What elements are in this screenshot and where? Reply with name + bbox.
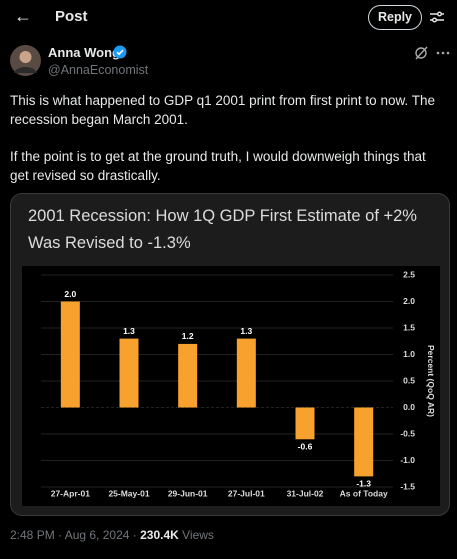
- bar: [354, 407, 374, 477]
- data-label: 2.0: [64, 289, 76, 299]
- bar: [295, 407, 315, 440]
- view-count: 230.4K: [140, 528, 179, 542]
- data-label: 1.3: [123, 326, 135, 336]
- data-label: -0.6: [298, 442, 313, 452]
- x-tick-label: 27-Apr-01: [51, 488, 90, 498]
- author-name[interactable]: Anna Wong: [48, 45, 120, 60]
- header-title: Post: [55, 8, 88, 25]
- body-paragraph: This is what happened to GDP q1 2001 pri…: [10, 93, 435, 127]
- x-tick-label: 27-Jul-01: [228, 488, 265, 498]
- y-tick-label: -0.5: [400, 428, 415, 438]
- verified-badge: [113, 45, 127, 59]
- y-tick-label: 1.5: [403, 322, 415, 332]
- y-axis-label: Percent (QoQ AR): [426, 345, 436, 417]
- x-tick-label: 31-Jul-02: [287, 488, 324, 498]
- y-tick-label: 1.0: [403, 349, 415, 359]
- body-paragraph: If the point is to get at the ground tru…: [10, 149, 426, 183]
- footer: 2:48 PM · Aug 6, 2024 · 230.4K Views: [10, 528, 214, 542]
- data-label: 1.3: [240, 326, 252, 336]
- back-button[interactable]: ←: [14, 6, 32, 26]
- bar: [119, 338, 139, 408]
- views-label: Views: [182, 528, 214, 542]
- data-label: -1.3: [356, 479, 371, 489]
- avatar[interactable]: [10, 45, 41, 76]
- y-tick-label: 2.5: [403, 269, 415, 279]
- x-tick-label: 25-May-01: [108, 488, 149, 498]
- y-tick-label: 0.0: [403, 402, 415, 412]
- author-handle[interactable]: @AnnaEconomist: [48, 63, 149, 77]
- y-tick-label: 0.5: [403, 375, 415, 385]
- data-label: 1.2: [182, 331, 194, 341]
- y-tick-label: 2.0: [403, 296, 415, 306]
- x-tick-label: As of Today: [340, 488, 388, 498]
- settings-icon[interactable]: [428, 8, 446, 26]
- reply-button[interactable]: Reply: [368, 5, 422, 30]
- timestamp: 2:48 PM · Aug 6, 2024 ·: [10, 528, 137, 542]
- bar: [236, 338, 256, 408]
- chart-title: 2001 Recession: How 1Q GDP First Estimat…: [28, 207, 417, 252]
- bar: [178, 343, 198, 408]
- y-tick-label: -1.5: [400, 481, 415, 491]
- x-tick-label: 29-Jun-01: [168, 488, 208, 498]
- y-tick-label: -1.0: [400, 455, 415, 465]
- bar: [60, 301, 80, 408]
- plot-background: [22, 266, 440, 506]
- post-icons[interactable]: [414, 45, 450, 61]
